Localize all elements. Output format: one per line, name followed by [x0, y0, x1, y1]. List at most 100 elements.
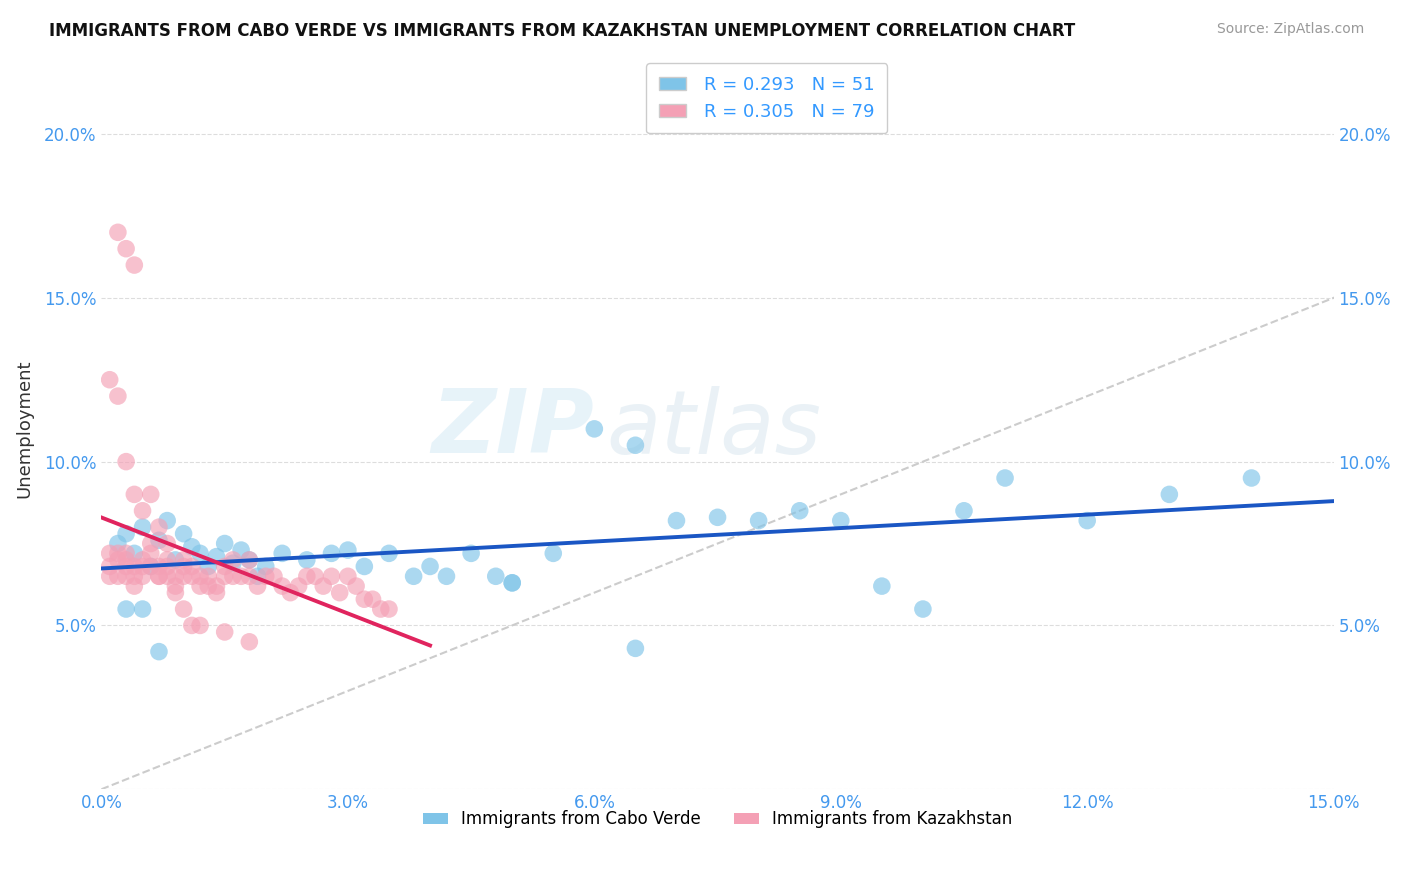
Point: [312, 579, 335, 593]
Point: [124, 546, 146, 560]
Point: [205, 585, 228, 599]
Point: [353, 592, 375, 607]
Point: [402, 569, 425, 583]
Point: [165, 569, 187, 583]
Point: [188, 618, 211, 632]
Point: [238, 553, 260, 567]
Point: [173, 569, 195, 583]
Point: [271, 546, 294, 560]
Point: [485, 569, 508, 583]
Point: [131, 602, 153, 616]
Point: [222, 556, 245, 570]
Point: [98, 373, 121, 387]
Point: [214, 536, 236, 550]
Point: [197, 579, 219, 593]
Point: [229, 569, 252, 583]
Point: [321, 546, 343, 560]
Point: [706, 510, 728, 524]
Text: Source: ZipAtlas.com: Source: ZipAtlas.com: [1216, 22, 1364, 37]
Point: [1076, 514, 1098, 528]
Point: [583, 422, 606, 436]
Text: IMMIGRANTS FROM CABO VERDE VS IMMIGRANTS FROM KAZAKHSTAN UNEMPLOYMENT CORRELATIO: IMMIGRANTS FROM CABO VERDE VS IMMIGRANTS…: [49, 22, 1076, 40]
Point: [238, 635, 260, 649]
Point: [115, 569, 138, 583]
Point: [238, 569, 260, 583]
Text: atlas: atlas: [606, 386, 821, 472]
Point: [156, 514, 179, 528]
Point: [148, 569, 170, 583]
Point: [238, 553, 260, 567]
Point: [115, 559, 138, 574]
Point: [156, 559, 179, 574]
Point: [665, 514, 688, 528]
Point: [156, 569, 179, 583]
Point: [124, 569, 146, 583]
Point: [173, 553, 195, 567]
Point: [271, 579, 294, 593]
Point: [115, 546, 138, 560]
Point: [107, 225, 129, 239]
Point: [131, 504, 153, 518]
Point: [139, 559, 162, 574]
Point: [124, 258, 146, 272]
Point: [336, 569, 359, 583]
Point: [98, 546, 121, 560]
Point: [994, 471, 1017, 485]
Point: [173, 559, 195, 574]
Point: [254, 559, 277, 574]
Point: [789, 504, 811, 518]
Point: [460, 546, 482, 560]
Point: [205, 579, 228, 593]
Point: [173, 526, 195, 541]
Point: [287, 579, 309, 593]
Point: [115, 553, 138, 567]
Point: [139, 536, 162, 550]
Point: [148, 533, 170, 548]
Legend: Immigrants from Cabo Verde, Immigrants from Kazakhstan: Immigrants from Cabo Verde, Immigrants f…: [416, 804, 1019, 835]
Point: [188, 546, 211, 560]
Point: [115, 455, 138, 469]
Point: [107, 389, 129, 403]
Point: [543, 546, 565, 560]
Point: [1240, 471, 1263, 485]
Point: [188, 579, 211, 593]
Point: [124, 487, 146, 501]
Point: [188, 569, 211, 583]
Point: [131, 569, 153, 583]
Point: [107, 569, 129, 583]
Point: [115, 242, 138, 256]
Y-axis label: Unemployment: Unemployment: [15, 359, 32, 498]
Point: [501, 575, 523, 590]
Point: [419, 559, 441, 574]
Point: [156, 536, 179, 550]
Point: [222, 569, 245, 583]
Point: [148, 569, 170, 583]
Point: [830, 514, 852, 528]
Point: [124, 559, 146, 574]
Point: [165, 585, 187, 599]
Point: [222, 553, 245, 567]
Point: [295, 553, 318, 567]
Point: [156, 553, 179, 567]
Point: [953, 504, 976, 518]
Point: [197, 569, 219, 583]
Point: [115, 602, 138, 616]
Point: [139, 559, 162, 574]
Point: [131, 559, 153, 574]
Point: [148, 645, 170, 659]
Point: [180, 618, 202, 632]
Point: [197, 559, 219, 574]
Point: [370, 602, 392, 616]
Point: [214, 569, 236, 583]
Point: [165, 579, 187, 593]
Point: [624, 438, 647, 452]
Point: [353, 559, 375, 574]
Point: [180, 569, 202, 583]
Point: [115, 526, 138, 541]
Point: [124, 579, 146, 593]
Point: [436, 569, 458, 583]
Point: [378, 602, 401, 616]
Point: [165, 553, 187, 567]
Point: [148, 559, 170, 574]
Point: [131, 520, 153, 534]
